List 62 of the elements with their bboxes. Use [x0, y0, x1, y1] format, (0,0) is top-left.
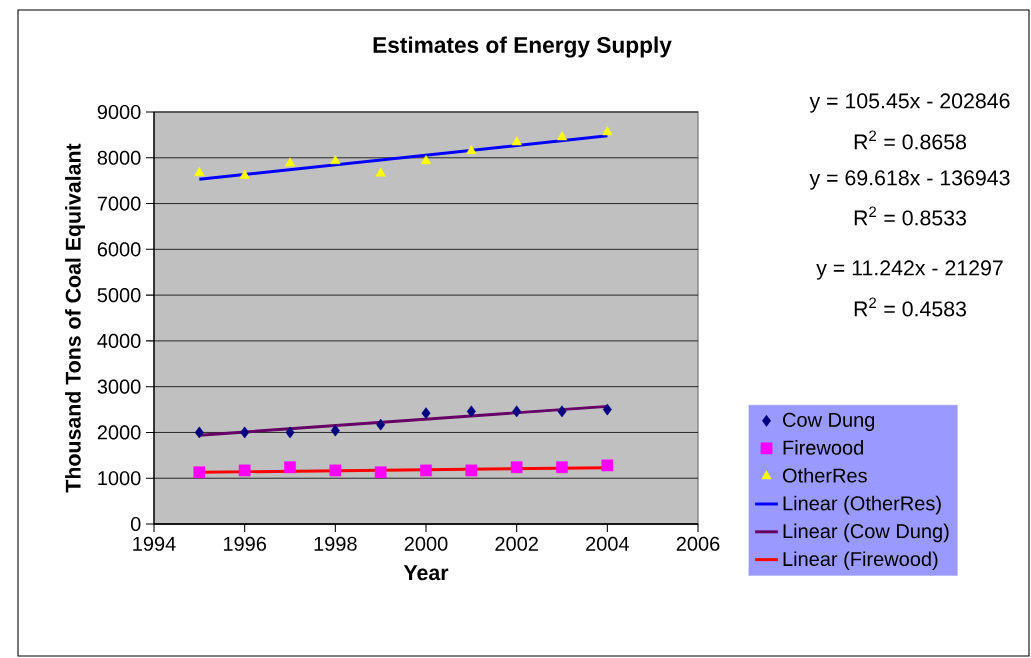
- x-tick-label: 1998: [314, 536, 357, 551]
- text: R$^{2}$ = 0.8533: [854, 206, 966, 226]
- y-tick-label: 4000: [97, 333, 141, 348]
- point: [420, 155, 432, 165]
- point: [194, 167, 205, 176]
- text: y = 11.242x - 21297: [816, 260, 1003, 280]
- chart-title: Estimates of Energy Supply: [373, 36, 672, 58]
- legend-label: Linear (Cow Dung): [783, 523, 949, 543]
- x-tick-label: 2000: [404, 536, 448, 551]
- y-tick-label: 0: [130, 516, 141, 532]
- text: R$^{2}$ = 0.4583: [854, 297, 966, 317]
- legend-label: Firewood: [783, 440, 863, 455]
- x-tick-label: 2006: [676, 536, 720, 551]
- y-tick-label: 9000: [97, 104, 141, 120]
- legend-label: Linear (OtherRes): [783, 495, 941, 515]
- point: [466, 405, 476, 418]
- point: [602, 403, 612, 416]
- point: [285, 426, 295, 439]
- point: [240, 426, 250, 439]
- y-tick-label: 6000: [97, 242, 141, 257]
- point: [466, 145, 477, 154]
- y-tick-label: 3000: [97, 379, 141, 394]
- y-tick-label: 7000: [97, 196, 141, 211]
- legend-label: OtherRes: [782, 467, 867, 483]
- y-tick-label: 1000: [98, 471, 141, 486]
- point: [329, 464, 342, 477]
- y-tick-label: 5000: [97, 288, 141, 303]
- point: [510, 461, 523, 474]
- y-tick-label: 8000: [97, 150, 141, 165]
- point: [375, 167, 386, 177]
- point: [374, 466, 387, 479]
- x-axis-title: Year: [403, 565, 449, 581]
- point: [602, 126, 613, 136]
- point: [512, 405, 522, 418]
- y-axis-title: Thousand Tons of Coal Equivalant: [65, 143, 85, 493]
- x-tick-label: 2004: [586, 536, 629, 551]
- point: [557, 405, 567, 418]
- point: [238, 464, 251, 477]
- x-tick-label: 2002: [495, 536, 538, 551]
- point: [511, 136, 522, 146]
- point: [284, 157, 296, 167]
- point: [330, 155, 341, 165]
- y-tick-label: 2000: [97, 425, 141, 440]
- point: [556, 461, 568, 474]
- point: [239, 169, 250, 179]
- point: [194, 426, 204, 439]
- text: R$^{2}$ = 0.8658: [854, 130, 967, 150]
- point: [465, 464, 478, 477]
- point: [556, 131, 568, 141]
- point: [421, 407, 431, 420]
- point: [284, 461, 296, 474]
- x-tick-label: 1996: [223, 536, 267, 551]
- legend-label: Linear (Firewood): [783, 551, 938, 571]
- legend-label: Cow Dung: [783, 412, 875, 431]
- point: [420, 464, 432, 477]
- point: [193, 466, 206, 479]
- text: y = 69.618x - 136943: [809, 170, 1010, 190]
- point: [330, 424, 340, 437]
- point: [601, 459, 614, 472]
- x-tick-label: 1994: [133, 536, 176, 551]
- text: y = 105.45x - 202846: [809, 93, 1010, 113]
- point: [376, 418, 386, 431]
